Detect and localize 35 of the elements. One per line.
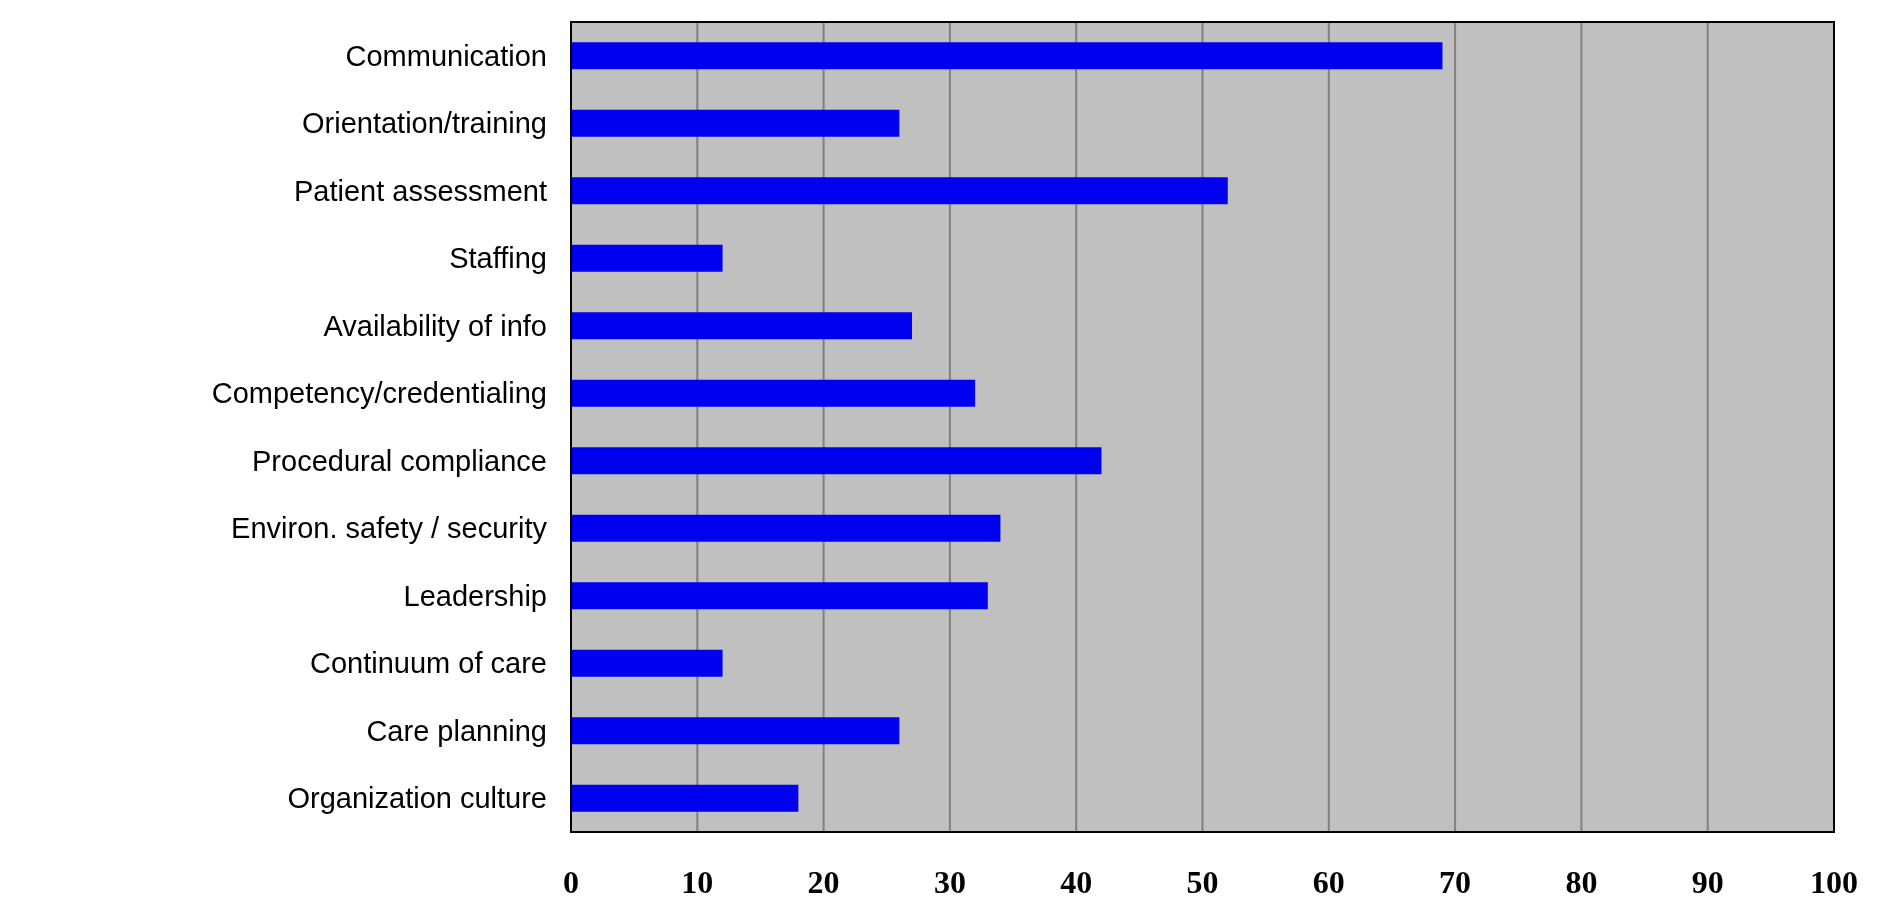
y-tick-label: Procedural compliance	[252, 444, 547, 477]
x-tick-label: 40	[1060, 864, 1093, 900]
y-tick-label: Competency/credentialing	[211, 377, 547, 410]
x-tick-label: 70	[1439, 864, 1472, 900]
y-tick-label: Continuum of care	[310, 647, 547, 680]
x-tick-label: 10	[681, 864, 714, 900]
bar	[571, 514, 1001, 542]
y-tick-label: Leadership	[403, 579, 547, 612]
y-tick-label: Orientation/training	[301, 107, 547, 140]
x-tick-label: 30	[933, 864, 966, 900]
x-tick-label: 0	[563, 864, 579, 900]
bar	[571, 42, 1443, 70]
y-tick-label: Care planning	[366, 714, 547, 747]
bar	[571, 582, 988, 610]
y-tick-label: Environ. safety / security	[231, 512, 548, 545]
bar	[571, 109, 900, 137]
bar	[571, 784, 799, 812]
bar	[571, 447, 1102, 475]
bar	[571, 312, 913, 340]
bar	[571, 244, 723, 272]
y-tick-label: Availability of info	[323, 309, 547, 342]
bar	[571, 649, 723, 677]
x-tick-label: 100	[1810, 864, 1858, 900]
bar	[571, 177, 1228, 205]
x-tick-label: 50	[1186, 864, 1219, 900]
x-tick-label: 80	[1565, 864, 1598, 900]
x-tick-label: 20	[807, 864, 840, 900]
bar	[571, 717, 900, 745]
y-tick-label: Communication	[345, 39, 547, 72]
x-tick-label: 60	[1312, 864, 1345, 900]
x-tick-label: 90	[1691, 864, 1724, 900]
bar	[571, 379, 976, 407]
y-tick-label: Patient assessment	[293, 174, 547, 207]
y-tick-label: Organization culture	[287, 782, 547, 815]
y-tick-label: Staffing	[449, 242, 547, 275]
